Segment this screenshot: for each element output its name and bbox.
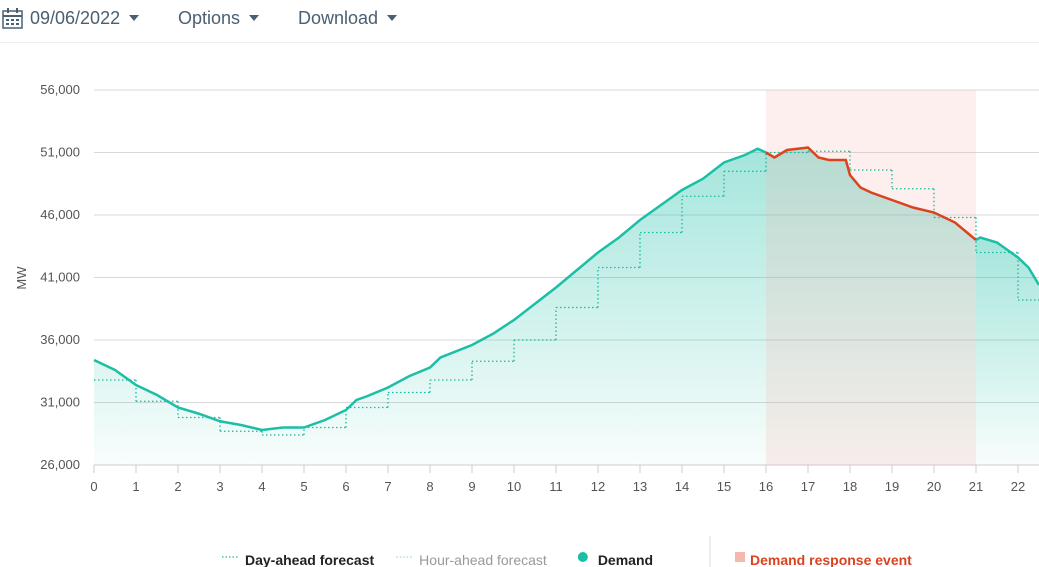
x-tick-label: 17 [801,479,815,494]
y-tick-label: 31,000 [40,395,80,410]
x-tick-label: 1 [132,479,139,494]
legend-swatch [735,552,745,562]
y-tick-label: 41,000 [40,270,80,285]
download-text: Download [298,8,379,28]
x-tick-label: 14 [675,479,689,494]
x-tick-label: 2 [174,479,181,494]
x-tick-label: 13 [633,479,647,494]
x-tick-label: 20 [927,479,941,494]
x-tick-label: 19 [885,479,899,494]
toolbar: 09/06/2022 Options Download [0,0,1039,43]
x-tick-label: 10 [507,479,521,494]
y-tick-label: 36,000 [40,332,80,347]
x-tick-label: 12 [591,479,605,494]
x-tick-label: 8 [426,479,433,494]
x-tick-label: 18 [843,479,857,494]
legend-label: Demand [598,552,653,567]
y-tick-label: 46,000 [40,207,80,222]
demand-line [975,236,1039,286]
x-tick-label: 5 [300,479,307,494]
demand-area [94,148,766,465]
event-demand-line [765,146,977,241]
y-tick-label: 26,000 [40,457,80,472]
options-menu[interactable]: Options [178,8,260,29]
demand-area [976,237,1039,465]
x-tick-label: 7 [384,479,391,494]
y-tick-label: 56,000 [40,82,80,97]
event-band [766,90,976,465]
x-tick-label: 0 [90,479,97,494]
demand-line [93,147,767,432]
demand-area [766,147,976,465]
legend-label: Demand response event [750,552,912,567]
x-tick-label: 22 [1011,479,1025,494]
x-tick-label: 3 [216,479,223,494]
legend-swatch [577,552,588,562]
legend-label: Hour-ahead forecast [419,552,547,567]
x-tick-label: 11 [549,479,563,494]
x-tick-label: 4 [258,479,265,494]
options-text: Options [178,8,241,28]
x-tick-label: 21 [969,479,983,494]
legend-label: Day-ahead forecast [245,552,375,567]
download-menu[interactable]: Download [298,8,398,29]
date-text: 09/06/2022 [30,8,121,28]
x-tick-label: 9 [468,479,475,494]
y-axis-label: MW [14,266,29,290]
x-tick-label: 6 [342,479,349,494]
calendar-icon [2,8,23,29]
date-picker[interactable]: 09/06/2022 [30,8,140,29]
x-tick-label: 15 [717,479,731,494]
y-tick-label: 51,000 [40,145,80,160]
legend: Day-ahead forecast Hour-ahead forecast Dem… [222,536,912,567]
x-tick-label: 16 [759,479,773,494]
